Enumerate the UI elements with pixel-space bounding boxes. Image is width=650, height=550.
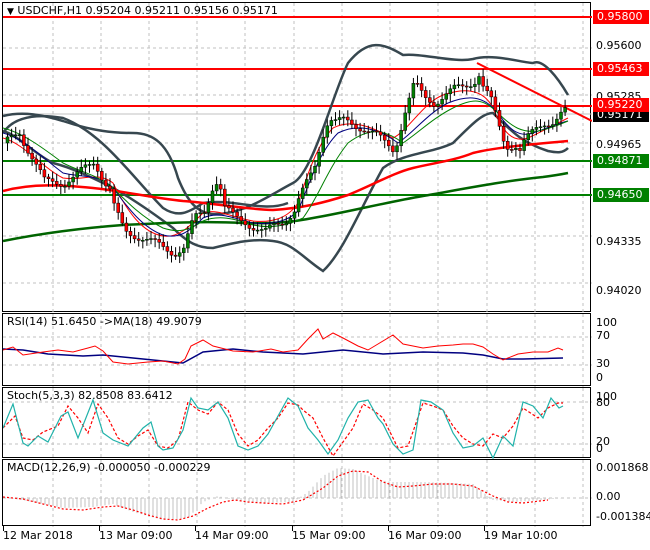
level-lines [3,16,592,196]
grid [3,3,592,313]
time-tick [484,526,485,531]
macd-axis-zero: 0.00 [596,490,621,503]
rsi-line [3,328,564,365]
stoch-title: Stoch(5,3,3) 82.8508 83.6412 [7,389,173,402]
time-tick [388,526,389,531]
time-label-3: 14 Mar 09:00 [195,529,269,542]
collapse-triangle-icon[interactable]: ▼ [7,7,14,17]
time-label-4: 15 Mar 09:00 [292,529,366,542]
time-label-5: 16 Mar 09:00 [388,529,462,542]
grid [3,388,592,459]
rsi-panel[interactable]: RSI(14) 51.6450 ->MA(18) 49.9079 [2,313,592,387]
rsi-axis-0: 0 [596,371,603,384]
symbol-ohlc-label: USDCHF,H1 0.95204 0.95211 0.95156 0.9517… [17,4,278,17]
stoch-axis-100: 100 [596,390,617,403]
rsi-chart-canvas[interactable] [3,314,592,387]
stochastic-panel[interactable]: Stoch(5,3,3) 82.8508 83.6412 [2,387,592,459]
stoch-axis-0: 0 [596,442,603,455]
level-tag-95463: 0.95463 [593,62,649,76]
candlesticks [5,69,567,264]
symbol-header: ▼ USDCHF,H1 0.95204 0.95211 0.95156 0.95… [7,4,278,17]
time-label-1: 12 Mar 2018 [3,529,73,542]
macd-panel[interactable]: MACD(12,26,9) -0.000050 -0.000229 [2,459,592,527]
time-label-6: 19 Mar 10:00 [484,529,558,542]
ma-fast-red [3,90,569,237]
macd-histogram [4,468,562,520]
time-tick [3,526,4,531]
level-tag-95220: 0.95220 [593,98,649,112]
level-tag-94871: 0.94871 [593,154,649,168]
price-tick-3: 0.94965 [596,138,642,151]
ma-green-long [3,171,569,243]
stoch-axis-80: 80 [596,396,610,409]
stoch-axis-20: 20 [596,435,610,448]
macd-axis-min: -0.001384 [596,510,650,523]
rsi-axis-30: 30 [596,357,610,370]
trendline [476,62,592,122]
time-label-2: 13 Mar 09:00 [99,529,173,542]
macd-signal-line [3,470,549,521]
stoch-main-line [3,396,564,459]
price-tick-5: 0.94020 [596,284,642,297]
price-tick-1: 0.95600 [596,39,642,52]
rsi-title: RSI(14) 51.6450 ->MA(18) 49.9079 [7,315,202,328]
level-tag-94650: 0.94650 [593,188,649,202]
rsi-axis-100: 100 [596,316,617,329]
macd-title: MACD(12,26,9) -0.000050 -0.000229 [7,461,211,474]
time-tick [292,526,293,531]
macd-chart-canvas[interactable] [3,460,592,527]
ma-fast-green [3,100,569,232]
level-tag-95800: 0.95800 [593,10,649,24]
stoch-signal-line [3,400,563,458]
price-tick-4: 0.94335 [596,235,642,248]
rsi-ma-line [3,348,564,364]
grid [3,314,592,387]
price-chart-canvas[interactable] [3,3,592,313]
time-tick [99,526,100,531]
main-price-panel[interactable]: ▼ USDCHF,H1 0.95204 0.95211 0.95156 0.95… [2,2,592,313]
time-tick [195,526,196,531]
macd-axis-max: 0.001868 [596,461,649,474]
rsi-axis-70: 70 [596,329,610,342]
stoch-chart-canvas[interactable] [3,388,592,459]
